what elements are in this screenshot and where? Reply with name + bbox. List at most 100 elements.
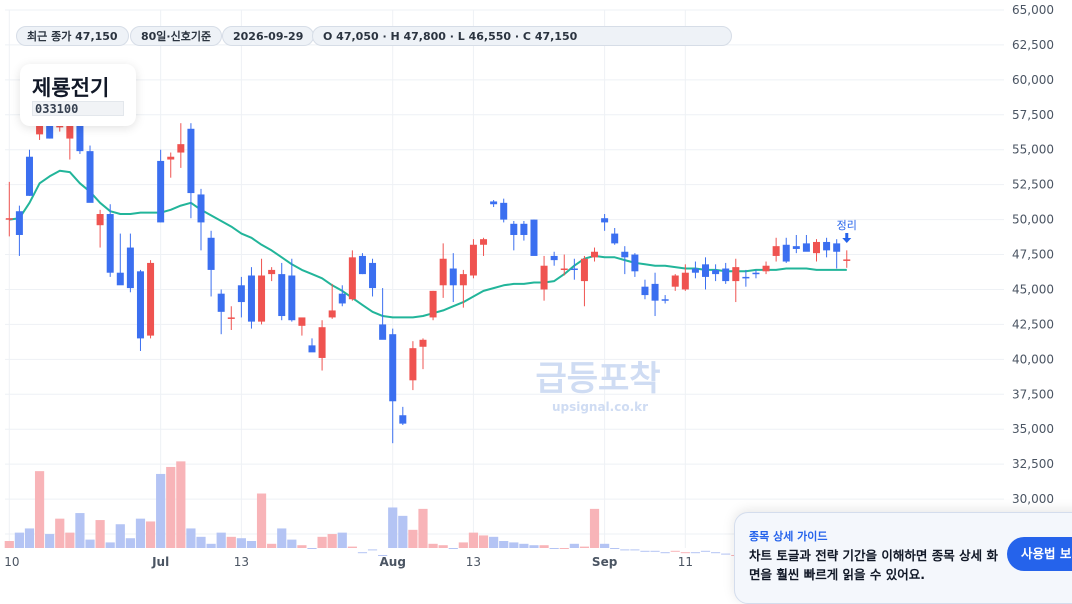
candle-body (338, 293, 346, 304)
candle-body (510, 223, 518, 235)
candle-body (843, 259, 851, 261)
candle-body (5, 218, 13, 220)
candle-body (671, 275, 679, 287)
candle-body (480, 239, 488, 245)
y-tick-label: 52,500 (1012, 178, 1054, 192)
x-tick-label: Sep (592, 555, 618, 569)
volume-bar (75, 513, 85, 548)
candle-body (469, 244, 477, 276)
guide-popup[interactable]: 종목 상세 가이드 차트 토글과 전략 기간을 이해하면 종목 상세 화면을 훨… (734, 512, 1072, 604)
y-tick-label: 47,500 (1012, 248, 1054, 262)
candle-body (490, 201, 498, 205)
x-tick-label: 13 (234, 555, 249, 569)
candle-body (772, 246, 780, 256)
stock-title-card: 제룡전기 033100 (20, 64, 136, 126)
volume-bar (549, 548, 559, 549)
volume-bar (408, 529, 418, 548)
volume-bar (327, 534, 337, 548)
candle-body (308, 345, 316, 353)
arrow-down-icon (842, 233, 852, 243)
volume-bar (640, 550, 650, 552)
volume-bar (589, 508, 600, 548)
candle-body (358, 255, 366, 275)
volume-bar (125, 538, 135, 548)
volume-bar (65, 532, 75, 548)
y-tick-label: 57,500 (1012, 108, 1054, 122)
candle-body (106, 214, 114, 273)
volume-bar (559, 548, 569, 549)
candle-body (36, 121, 44, 135)
y-tick-label: 32,500 (1012, 457, 1054, 471)
volume-bar (176, 461, 186, 548)
volume-bar (438, 545, 448, 548)
y-tick-label: 35,000 (1012, 422, 1054, 436)
candle-body (449, 268, 457, 286)
candle-body (167, 156, 175, 160)
candle-body (702, 264, 710, 277)
y-tick-label: 50,000 (1012, 213, 1054, 227)
candle-body (742, 276, 750, 279)
volume-bar (45, 534, 55, 548)
volume-bar (115, 524, 125, 548)
candle-body (348, 257, 356, 300)
candle-body (116, 272, 124, 286)
guide-button[interactable]: 사용법 보기 (1007, 537, 1072, 571)
candle-body (288, 275, 296, 321)
volume-bar (499, 541, 509, 548)
period-badge[interactable]: 80일·신호기준 (130, 26, 223, 46)
candle-body (712, 269, 720, 275)
volume-bar (14, 532, 24, 548)
candle-body (621, 251, 629, 258)
volume-bar (206, 543, 216, 548)
x-tick-label: Jul (151, 555, 169, 569)
candle-body (318, 327, 326, 358)
candle-body (823, 241, 831, 251)
candle-body (76, 125, 84, 152)
candle-body (379, 324, 387, 340)
volume-bar (650, 550, 660, 552)
candle-body (207, 237, 215, 270)
stock-chart[interactable]: 급등포착upsignal.co.kr정리27,50030,00032,50035… (0, 0, 1072, 579)
x-tick-label: 11 (678, 555, 693, 569)
watermark-url: upsignal.co.kr (552, 400, 648, 414)
candle-body (126, 247, 134, 289)
volume-bar (458, 542, 468, 548)
candle-body (782, 244, 790, 262)
candle-body (147, 262, 155, 336)
candle-body (389, 334, 397, 402)
candle-body (651, 283, 659, 301)
volume-bar (145, 521, 156, 548)
candle-body (580, 258, 588, 282)
candle-body (530, 219, 538, 256)
volume-bar (4, 541, 14, 548)
candle-body (631, 254, 639, 272)
candle-body (752, 272, 760, 275)
volume-bar (721, 553, 731, 555)
volume-bar (226, 536, 236, 548)
volume-bar (24, 528, 35, 548)
volume-bar (539, 545, 549, 548)
volume-bar (700, 550, 711, 552)
candle-body (409, 348, 417, 381)
volume-bar (630, 549, 640, 551)
candle-body (217, 293, 225, 312)
candle-body (46, 121, 54, 139)
candle-body (661, 299, 669, 301)
volume-bar (711, 552, 721, 554)
volume-bar (569, 543, 579, 548)
volume-bar (529, 545, 539, 548)
candle-body (66, 124, 74, 139)
volume-bar (428, 543, 438, 548)
candle-body (268, 269, 276, 275)
volume-bar (519, 543, 529, 548)
x-tick-label: Aug (380, 555, 406, 569)
y-tick-label: 55,000 (1012, 143, 1054, 157)
candle-body (570, 268, 578, 271)
volume-bar (277, 528, 287, 548)
volume-bar (95, 520, 105, 548)
volume-bar (236, 538, 246, 548)
y-tick-label: 45,000 (1012, 282, 1054, 296)
candle-body (560, 268, 568, 271)
candle-body (439, 258, 447, 286)
stock-name: 제룡전기 (32, 76, 110, 100)
